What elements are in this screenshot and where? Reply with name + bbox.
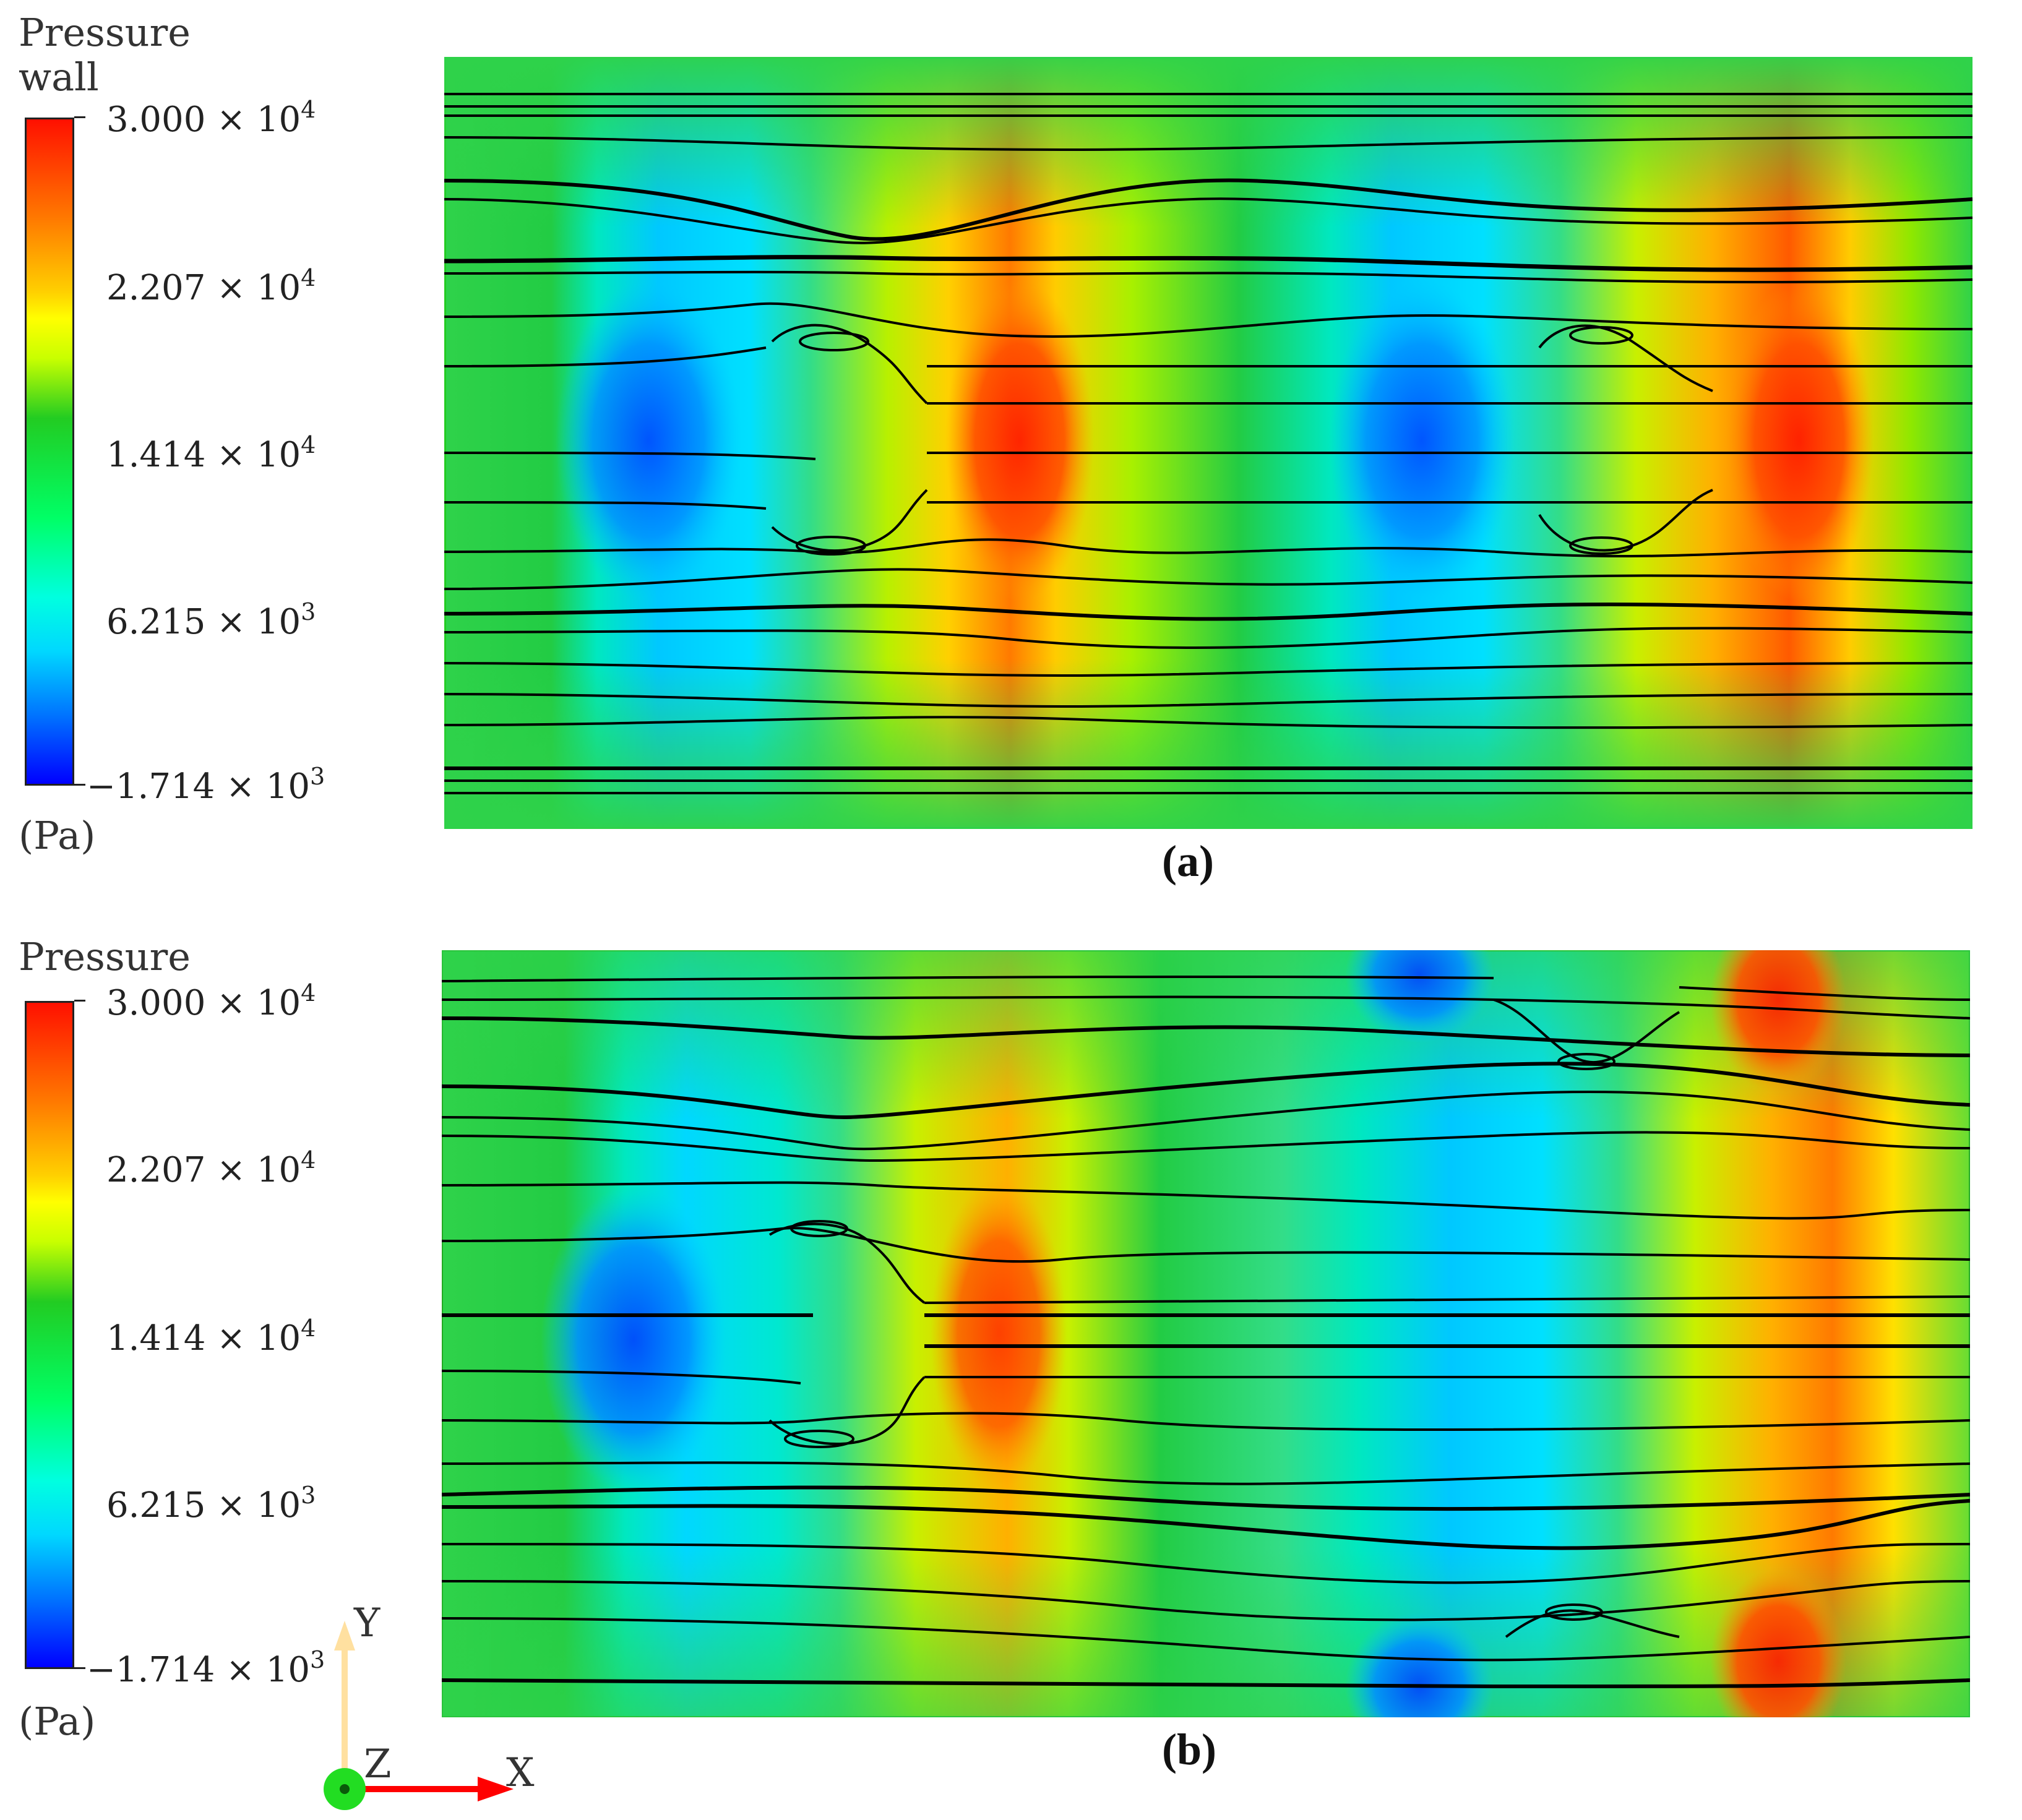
panel-a-contour-plot — [444, 57, 1973, 829]
legend-a-tick: 3.000 × 104 — [106, 98, 316, 137]
tick-mantissa: 3.000 — [106, 100, 206, 140]
panel-b-caption: (b) — [1162, 1725, 1216, 1774]
legend-a-tick: 6.215 × 103 — [106, 600, 316, 640]
legend-a-subtitle: wall — [19, 54, 99, 100]
legend-a-unit: (Pa) — [19, 813, 96, 858]
legend-a-tick: 1.414 × 104 — [106, 433, 316, 473]
legend-b-tick: −1.714 × 103 — [87, 1646, 325, 1690]
times-sign: × 10 — [217, 1318, 301, 1359]
z-axis-origin-dot — [340, 1784, 350, 1794]
tick-exponent: 3 — [301, 1482, 316, 1509]
tick-mantissa: 2.207 — [106, 1150, 206, 1190]
tick-exponent: 3 — [310, 1646, 325, 1673]
tick-exponent: 3 — [301, 598, 316, 625]
y-axis-label: Y — [354, 1600, 381, 1646]
legend-b-tick: 6.215 × 103 — [106, 1483, 316, 1523]
legend-b-unit: (Pa) — [19, 1699, 96, 1744]
tick-exponent: 4 — [301, 979, 316, 1007]
legend-a-tick: −1.714 × 103 — [87, 763, 325, 807]
panel-b-streamlines — [442, 975, 1970, 1688]
legend-b-tick-line-0 — [74, 1000, 85, 1002]
times-sign: × 10 — [217, 983, 301, 1023]
tick-exponent: 3 — [310, 763, 325, 790]
tick-mantissa: 6.215 — [106, 1485, 206, 1526]
legend-a-tick-line-4 — [74, 784, 85, 786]
tick-exponent: 4 — [301, 264, 316, 291]
legend-a-tick-line-0 — [74, 116, 85, 118]
x-axis-label: X — [506, 1750, 535, 1796]
times-sign: × 10 — [226, 766, 311, 807]
tick-exponent: 4 — [301, 431, 316, 458]
tick-exponent: 4 — [301, 1315, 316, 1342]
legend-b-colorbar — [25, 1001, 74, 1669]
z-axis-label: Z — [364, 1741, 392, 1787]
tick-mantissa: 1.414 — [106, 435, 206, 475]
legend-b-tick: 1.414 × 104 — [106, 1316, 316, 1356]
times-sign: × 10 — [217, 602, 301, 642]
y-axis-arrowhead — [334, 1621, 355, 1650]
times-sign: × 10 — [217, 435, 301, 475]
legend-b-tick: 3.000 × 104 — [106, 981, 316, 1021]
tick-exponent: 4 — [301, 96, 316, 123]
panel-a-caption: (a) — [1162, 836, 1214, 886]
tick-exponent: 4 — [301, 1146, 316, 1174]
axis-triad — [324, 1621, 514, 1810]
panel-b-contour-plot — [442, 950, 1970, 1717]
x-axis-arrowhead — [478, 1777, 514, 1801]
tick-mantissa: 2.207 — [106, 268, 206, 308]
tick-mantissa: 1.714 — [115, 1650, 215, 1690]
times-sign: × 10 — [217, 100, 301, 140]
legend-a-title: Pressure — [19, 10, 191, 55]
tick-mantissa: 1.714 — [115, 766, 215, 807]
times-sign: × 10 — [217, 1485, 301, 1526]
times-sign: × 10 — [226, 1650, 311, 1690]
legend-a-tick: 2.207 × 104 — [106, 266, 316, 306]
legend-b-tick-line-4 — [74, 1667, 85, 1669]
tick-mantissa: 6.215 — [106, 602, 206, 642]
legend-b-title: Pressure — [19, 934, 191, 979]
tick-mantissa: 3.000 — [106, 983, 206, 1023]
legend-b-tick: 2.207 × 104 — [106, 1148, 316, 1188]
tick-mantissa: 1.414 — [106, 1318, 206, 1359]
times-sign: × 10 — [217, 1150, 301, 1190]
legend-a-colorbar — [25, 118, 74, 786]
times-sign: × 10 — [217, 268, 301, 308]
panel-a-streamlines — [444, 93, 1973, 795]
